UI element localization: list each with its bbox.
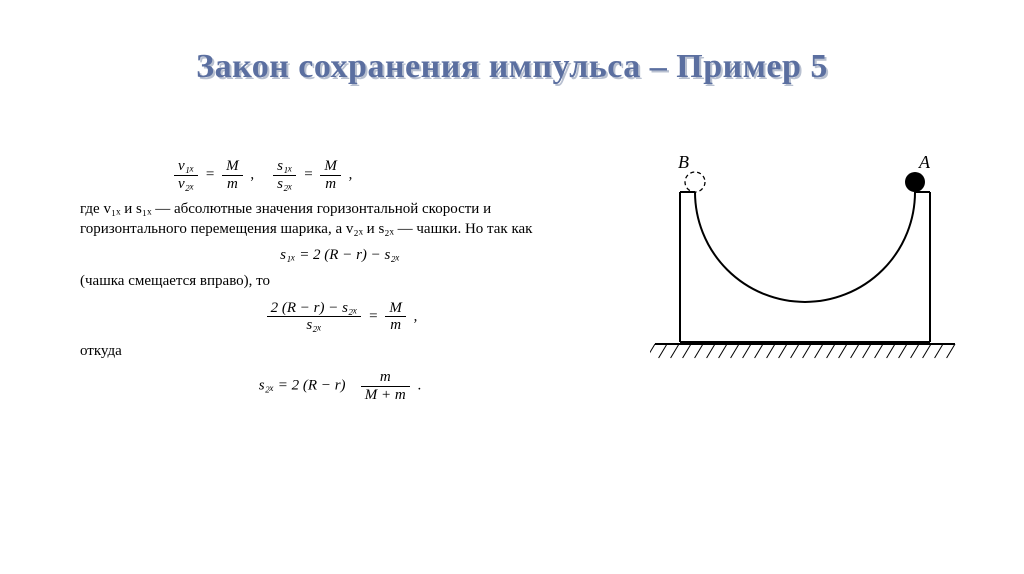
eq3-num: 2 (R − r) − s₂ₓ [267, 300, 362, 318]
paragraph-1: где v₁ₓ и s₁ₓ — абсолютные значения гори… [80, 200, 600, 239]
ratio2-num: s₁ₓ [273, 158, 296, 176]
ratio2-den: s₂ₓ [273, 176, 296, 193]
ratio1-num: v₁ₓ [174, 158, 198, 176]
eq3-rden: m [385, 317, 406, 334]
eq-sign: = [369, 308, 377, 324]
eq4-left: s₂ₓ = 2 (R − r) [259, 377, 346, 393]
eq4-rnum: m [361, 369, 410, 387]
page-title: Закон сохранения импульса – Пример 5 [0, 48, 1024, 86]
equation-s1x: s₁ₓ = 2 (R − r) − s₂ₓ [80, 247, 600, 264]
eq-sign: = [304, 166, 312, 182]
ratio1-rnum: M [222, 158, 243, 176]
eq-sign: = [206, 166, 214, 182]
figure-bowl: AB [650, 152, 970, 377]
paragraph-3: откуда [80, 342, 600, 362]
ratio1-den: v₂ₓ [174, 176, 198, 193]
ratio1-rden: m [222, 176, 243, 193]
ratio2-rden: m [320, 176, 341, 193]
paragraph-2: (чашка смещается вправо), то [80, 272, 600, 292]
equation-frac2: 2 (R − r) − s₂ₓ s₂ₓ = M m , [80, 300, 600, 334]
title-text: Закон сохранения импульса – Пример 5 [196, 48, 828, 86]
eq3-den: s₂ₓ [267, 317, 362, 334]
svg-text:A: A [918, 152, 931, 172]
bowl-svg: AB [650, 152, 970, 372]
eq3-rnum: M [385, 300, 406, 318]
equation-final: s₂ₓ = 2 (R − r) m M + m . [80, 369, 600, 403]
svg-text:B: B [678, 152, 689, 172]
ratio2-rnum: M [320, 158, 341, 176]
content-block: v₁ₓ v₂ₓ = M m , s₁ₓ s₂ₓ = M m , где v₁ₓ … [80, 150, 600, 411]
eq4-rden: M + m [361, 387, 410, 404]
equation-ratios: v₁ₓ v₂ₓ = M m , s₁ₓ s₂ₓ = M m , [170, 158, 600, 192]
